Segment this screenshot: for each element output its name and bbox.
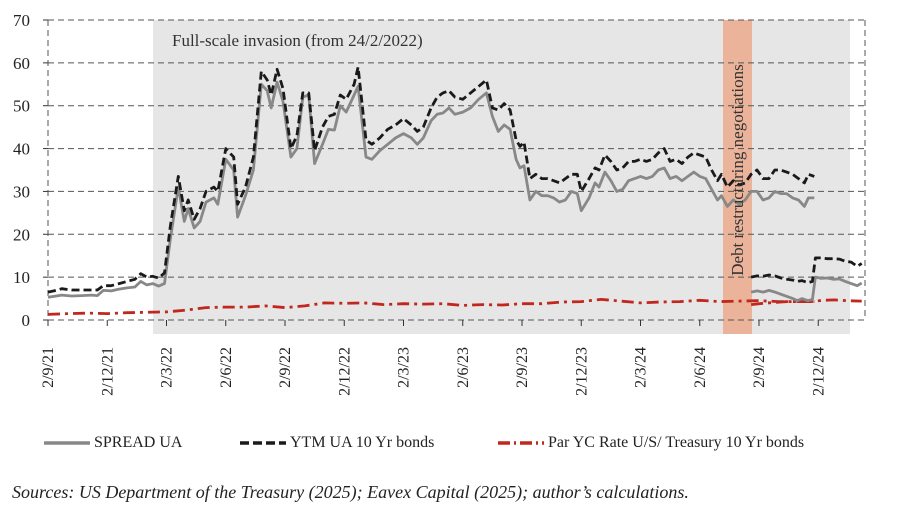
y-tick-label: 10 [13, 268, 30, 287]
y-tick-label: 0 [22, 311, 31, 330]
x-tick-label: 2/3/23 [396, 347, 413, 388]
x-tick-label: 2/12/22 [336, 347, 353, 396]
legend-swatch-dashdot-red [498, 441, 544, 445]
x-tick-label: 2/6/23 [455, 347, 472, 388]
x-tick-label: 2/12/23 [573, 347, 590, 396]
legend-label: YTM UA 10 Yr bonds [290, 434, 435, 451]
x-tick-label: 2/9/23 [514, 347, 531, 388]
y-tick-label: 20 [13, 225, 30, 244]
x-tick-label: 2/6/22 [218, 347, 235, 388]
series-line-spread-ua [47, 80, 815, 299]
x-tick-label: 2/12/21 [99, 347, 116, 396]
legend-item-spread: SPREAD UA [44, 434, 182, 452]
x-tick-label: 2/12/24 [810, 347, 827, 396]
x-tick-label: 2/3/22 [159, 347, 176, 388]
series-line-ytm-ua-10-yr-bonds [47, 65, 815, 294]
y-tick-label: 40 [13, 140, 30, 159]
source-note: Sources: US Department of the Treasury (… [12, 482, 689, 502]
x-tick-label: 2/9/22 [277, 347, 294, 388]
y-tick-label: 60 [13, 54, 30, 73]
y-tick-label: 50 [13, 97, 30, 116]
legend-label: SPREAD UA [94, 434, 183, 451]
legend-label: Par YC Rate U/S/ Treasury 10 Yr bonds [548, 434, 805, 451]
debt-negotiations-band [723, 20, 752, 334]
y-tick-label: 70 [13, 11, 30, 30]
series-line-spread-ua-post-negotiation [750, 275, 863, 303]
x-tick-label: 2/6/24 [692, 347, 709, 388]
legend-item-ytm: YTM UA 10 Yr bonds [240, 434, 434, 452]
legend-swatch-dashed-black [240, 441, 286, 445]
invasion-annotation-label: Full-scale invasion (from 24/2/2022) [172, 31, 423, 50]
y-tick-label: 30 [13, 182, 30, 201]
series-line-par-yc-rate-u-s-treasury-10-yr-bonds-post-negotiation [750, 298, 862, 306]
x-tick-label: 2/9/21 [40, 347, 57, 388]
chart-legend: SPREAD UA YTM UA 10 Yr bonds Par YC Rate… [0, 434, 900, 458]
debt-annotation-label: Debt restructuring negotiations [728, 64, 747, 276]
series-line-par-yc-rate-u-s-treasury-10-yr-bonds [47, 298, 815, 316]
legend-swatch-solid-gray [44, 441, 90, 445]
series-line-ytm-ua-10-yr-bonds-post-negotiation [750, 256, 863, 285]
line-chart: 0 10 20 30 40 50 60 70 2/9/21 2/12/21 2/3/22 2/6/22… [13, 11, 866, 396]
x-tick-label: 2/9/24 [751, 347, 768, 388]
legend-item-treasury: Par YC Rate U/S/ Treasury 10 Yr bonds [498, 434, 804, 452]
x-tick-label: 2/3/24 [633, 347, 650, 388]
